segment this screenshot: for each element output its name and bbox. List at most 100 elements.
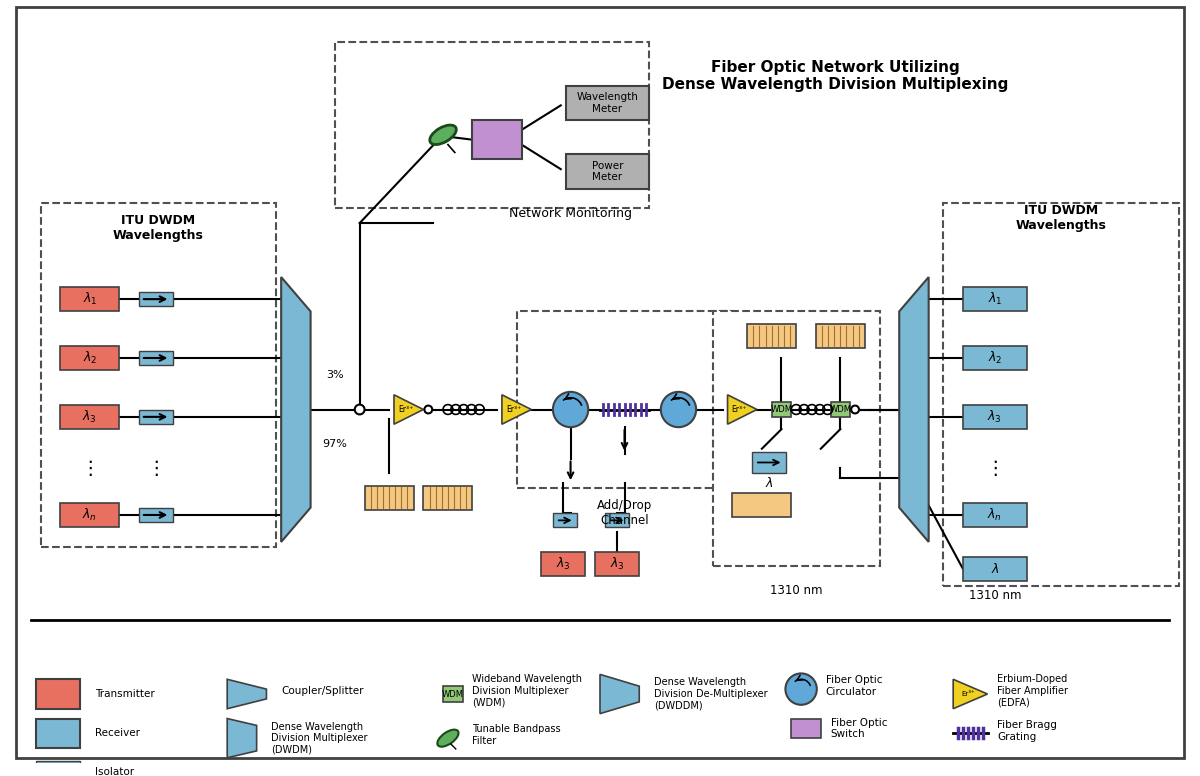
- Text: Coupler/Splitter: Coupler/Splitter: [281, 686, 364, 696]
- Circle shape: [425, 406, 432, 414]
- Text: 1310 nm: 1310 nm: [968, 590, 1021, 602]
- Circle shape: [851, 406, 859, 414]
- FancyBboxPatch shape: [595, 552, 640, 577]
- Text: 3%: 3%: [326, 370, 344, 380]
- FancyBboxPatch shape: [553, 514, 577, 527]
- FancyBboxPatch shape: [139, 351, 173, 365]
- FancyBboxPatch shape: [732, 493, 791, 518]
- Text: Er³⁺: Er³⁺: [961, 691, 974, 697]
- Text: $\lambda_3$: $\lambda_3$: [610, 556, 624, 572]
- FancyBboxPatch shape: [517, 311, 732, 488]
- FancyBboxPatch shape: [565, 154, 649, 189]
- Text: Isolator: Isolator: [95, 767, 134, 776]
- FancyBboxPatch shape: [36, 719, 80, 748]
- FancyBboxPatch shape: [541, 552, 586, 577]
- Text: ITU DWDM
Wavelengths: ITU DWDM Wavelengths: [113, 214, 204, 242]
- Text: $\lambda_1$: $\lambda_1$: [988, 291, 1002, 307]
- Polygon shape: [600, 674, 640, 714]
- FancyBboxPatch shape: [748, 324, 797, 348]
- Text: Receiver: Receiver: [95, 728, 139, 738]
- FancyBboxPatch shape: [713, 311, 880, 566]
- Text: Transmitter: Transmitter: [95, 689, 155, 699]
- Text: Dense Wavelength
Division De-Multiplexer
(DWDDM): Dense Wavelength Division De-Multiplexer…: [654, 677, 768, 711]
- Circle shape: [553, 392, 588, 427]
- Polygon shape: [227, 719, 257, 758]
- FancyBboxPatch shape: [752, 452, 786, 473]
- FancyBboxPatch shape: [424, 486, 473, 510]
- Text: WDM: WDM: [770, 405, 792, 414]
- Text: Wideband Wavelength
Division Multiplexer
(WDM): Wideband Wavelength Division Multiplexer…: [473, 674, 582, 708]
- FancyBboxPatch shape: [60, 404, 119, 429]
- Text: $\lambda_3$: $\lambda_3$: [83, 409, 97, 425]
- Text: ⋮: ⋮: [985, 459, 1004, 478]
- Text: Power
Meter: Power Meter: [592, 161, 623, 182]
- Ellipse shape: [437, 729, 458, 747]
- Text: Add/Drop
Channel: Add/Drop Channel: [596, 498, 652, 526]
- Ellipse shape: [430, 125, 456, 144]
- FancyBboxPatch shape: [60, 346, 119, 370]
- FancyBboxPatch shape: [791, 719, 821, 738]
- Text: WDM: WDM: [442, 690, 464, 698]
- FancyBboxPatch shape: [139, 292, 173, 307]
- Text: ⋮: ⋮: [80, 459, 100, 478]
- Text: Er³⁺: Er³⁺: [506, 405, 521, 414]
- FancyBboxPatch shape: [565, 86, 649, 120]
- FancyBboxPatch shape: [943, 203, 1178, 586]
- Text: WDM: WDM: [829, 405, 851, 414]
- FancyBboxPatch shape: [41, 203, 276, 547]
- Text: $\lambda$: $\lambda$: [990, 562, 1000, 576]
- Text: ITU DWDM
Wavelengths: ITU DWDM Wavelengths: [1015, 204, 1106, 232]
- Text: $\lambda_n$: $\lambda_n$: [83, 507, 97, 523]
- Text: $\lambda_2$: $\lambda_2$: [83, 350, 97, 366]
- FancyBboxPatch shape: [36, 679, 80, 708]
- Text: $\lambda_1$: $\lambda_1$: [83, 291, 97, 307]
- Circle shape: [355, 404, 365, 414]
- FancyBboxPatch shape: [139, 410, 173, 424]
- FancyBboxPatch shape: [830, 402, 850, 417]
- Text: Tunable Bandpass
Filter: Tunable Bandpass Filter: [473, 725, 562, 746]
- Circle shape: [786, 674, 817, 705]
- FancyBboxPatch shape: [36, 760, 80, 776]
- Text: Er³⁺: Er³⁺: [732, 405, 746, 414]
- FancyBboxPatch shape: [60, 287, 119, 311]
- FancyBboxPatch shape: [962, 346, 1027, 370]
- Circle shape: [661, 392, 696, 427]
- Text: Fiber Optic Network Utilizing
Dense Wavelength Division Multiplexing: Fiber Optic Network Utilizing Dense Wave…: [662, 60, 1009, 92]
- FancyBboxPatch shape: [473, 120, 522, 159]
- Text: $\lambda_3$: $\lambda_3$: [988, 409, 1002, 425]
- Text: $\lambda_n$: $\lambda_n$: [988, 507, 1002, 523]
- FancyBboxPatch shape: [365, 486, 414, 510]
- FancyBboxPatch shape: [335, 42, 649, 209]
- FancyBboxPatch shape: [443, 686, 463, 702]
- Text: Erbium-Doped
Fiber Amplifier
(EDFA): Erbium-Doped Fiber Amplifier (EDFA): [997, 674, 1068, 708]
- Text: Fiber Optic
Circulator: Fiber Optic Circulator: [826, 675, 882, 697]
- FancyBboxPatch shape: [605, 514, 630, 527]
- Text: Fiber Bragg
Grating: Fiber Bragg Grating: [997, 720, 1057, 742]
- Polygon shape: [727, 395, 757, 424]
- FancyBboxPatch shape: [60, 503, 119, 527]
- Text: Network Monitoring: Network Monitoring: [509, 206, 632, 220]
- Polygon shape: [281, 277, 311, 542]
- Polygon shape: [394, 395, 424, 424]
- FancyBboxPatch shape: [139, 508, 173, 522]
- Polygon shape: [899, 277, 929, 542]
- FancyBboxPatch shape: [816, 324, 865, 348]
- Text: Dense Wavelength
Division Multiplexer
(DWDM): Dense Wavelength Division Multiplexer (D…: [271, 722, 368, 755]
- Text: Wavelength
Meter: Wavelength Meter: [576, 92, 638, 114]
- Text: $\lambda_3$: $\lambda_3$: [556, 556, 571, 572]
- FancyBboxPatch shape: [962, 503, 1027, 527]
- Text: ⋮: ⋮: [146, 459, 166, 478]
- FancyBboxPatch shape: [962, 287, 1027, 311]
- FancyBboxPatch shape: [962, 404, 1027, 429]
- Text: $\lambda_2$: $\lambda_2$: [988, 350, 1002, 366]
- Polygon shape: [502, 395, 532, 424]
- Polygon shape: [227, 679, 266, 708]
- Text: 97%: 97%: [323, 439, 348, 449]
- FancyBboxPatch shape: [962, 556, 1027, 581]
- Polygon shape: [953, 679, 988, 708]
- Text: Er³⁺: Er³⁺: [398, 405, 413, 414]
- Text: 1310 nm: 1310 nm: [770, 584, 822, 598]
- FancyBboxPatch shape: [772, 402, 791, 417]
- Text: Fiber Optic
Switch: Fiber Optic Switch: [830, 718, 887, 740]
- Text: $\lambda$: $\lambda$: [764, 476, 774, 490]
